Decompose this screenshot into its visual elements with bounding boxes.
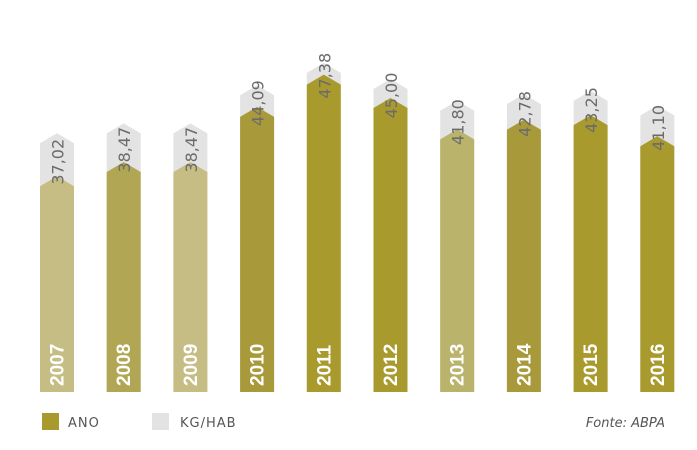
source-note: Fonte: ABPA <box>586 416 665 431</box>
bar-2012: 45,00 2012 <box>373 73 408 392</box>
bar-ano-2016 <box>640 136 675 392</box>
value-label-2014: 42,78 <box>515 91 534 137</box>
value-label-2012: 45,00 <box>382 73 401 119</box>
year-label-2011: 2011 <box>314 344 335 386</box>
bar-ano-2012 <box>373 98 408 392</box>
value-label-2016: 41,10 <box>649 105 668 151</box>
bar-ano-2011 <box>306 74 341 393</box>
legend-label-kghab: KG/HAB <box>180 416 237 431</box>
bar-2010: 44,09 2010 <box>240 80 275 393</box>
value-label-2009: 38,47 <box>182 127 201 173</box>
year-label-2012: 2012 <box>381 344 402 386</box>
year-label-2008: 2008 <box>114 344 135 386</box>
bar-ano-2009 <box>173 161 208 392</box>
bar-ano-2013 <box>440 129 475 393</box>
year-label-2014: 2014 <box>514 343 535 386</box>
legend-label-ano: ANO <box>68 416 100 431</box>
bar-2009: 38,47 2009 <box>173 123 208 393</box>
bar-ano-2015 <box>573 115 608 393</box>
bar-2015: 43,25 2015 <box>573 87 608 393</box>
year-label-2009: 2009 <box>181 344 202 386</box>
value-label-2008: 38,47 <box>115 127 134 173</box>
value-label-2010: 44,09 <box>249 80 268 126</box>
year-label-2010: 2010 <box>248 344 269 386</box>
bar-ano-2014 <box>506 119 541 393</box>
bar-2007: 37,02 2007 <box>40 133 74 392</box>
legend-swatch-kghab <box>152 413 169 430</box>
bar-ano-2008 <box>106 161 141 392</box>
legend-swatch-ano <box>42 413 59 430</box>
bars-group: 37,02 2007 38,47 2008 38,47 2009 44,09 2010 47,3… <box>40 53 675 393</box>
legend: ANO KG/HAB <box>42 413 237 431</box>
bar-ano-2010 <box>240 106 275 392</box>
year-label-2007: 2007 <box>48 344 69 386</box>
bar-2011: 47,38 2011 <box>306 53 341 393</box>
bar-ano-2007 <box>40 176 74 392</box>
year-label-2016: 2016 <box>648 344 669 386</box>
bar-2013: 41,80 2013 <box>440 99 475 393</box>
bar-2016: 41,10 2016 <box>640 105 675 393</box>
bar-2014: 42,78 2014 <box>506 91 541 393</box>
value-label-2007: 37,02 <box>49 139 68 185</box>
year-label-2013: 2013 <box>448 344 469 386</box>
value-label-2015: 43,25 <box>582 87 601 133</box>
year-label-2015: 2015 <box>581 343 602 386</box>
value-label-2013: 41,80 <box>449 99 468 145</box>
value-label-2011: 47,38 <box>315 53 334 99</box>
bar-2008: 38,47 2008 <box>106 123 141 393</box>
